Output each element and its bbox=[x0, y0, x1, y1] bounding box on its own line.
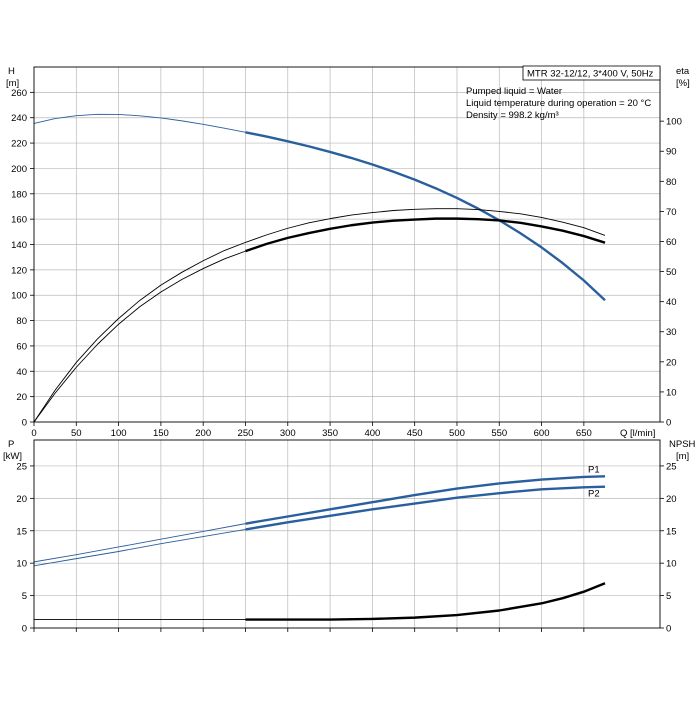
top-right-tick-label: 50 bbox=[666, 267, 677, 278]
x-tick-label: 500 bbox=[449, 428, 465, 439]
top-right-tick-label: 20 bbox=[666, 357, 677, 368]
top-right-tick-label: 40 bbox=[666, 297, 677, 308]
series-label-p2: P2 bbox=[588, 489, 600, 500]
x-tick-label: 150 bbox=[153, 428, 169, 439]
top-left-tick-label: 60 bbox=[16, 341, 27, 352]
bottom-panel-curves bbox=[33, 475, 606, 621]
top-left-axis-unit: [m] bbox=[6, 78, 19, 89]
series-top-1-thin-line bbox=[33, 250, 246, 423]
bottom-right-tick-label: 0 bbox=[666, 624, 671, 635]
title-box bbox=[522, 65, 661, 81]
bottom-panel-grid bbox=[34, 440, 660, 628]
top-left-tick-label: 120 bbox=[11, 265, 27, 276]
bottom-right-axis-unit: [m] bbox=[676, 451, 689, 462]
x-tick-label: 450 bbox=[407, 428, 423, 439]
annotation-density: Density = 998.2 kg/m³ bbox=[466, 110, 559, 121]
top-left-tick-label: 180 bbox=[11, 189, 27, 200]
bottom-panel-frame bbox=[33, 439, 661, 629]
bottom-right-tick-label: 25 bbox=[666, 461, 677, 472]
top-right-tick-label: 90 bbox=[666, 147, 677, 158]
bottom-right-tick-label: 5 bbox=[666, 591, 671, 602]
x-tick-label: 400 bbox=[364, 428, 380, 439]
top-left-tick-label: 80 bbox=[16, 316, 27, 327]
top-x-axis-label: Q [l/min] bbox=[620, 428, 655, 439]
top-left-tick-label: 40 bbox=[16, 367, 27, 378]
x-tick-label: 0 bbox=[31, 428, 36, 439]
bottom-left-axis-unit: [kW] bbox=[3, 451, 22, 462]
top-left-tick-label: 140 bbox=[11, 240, 27, 251]
top-left-tick-label: 100 bbox=[11, 291, 27, 302]
top-left-axis-label: H bbox=[8, 66, 15, 77]
bottom-right-tick-label: 15 bbox=[666, 526, 677, 537]
top-left-tick-label: 20 bbox=[16, 392, 27, 403]
top-left-tick-label: 240 bbox=[11, 113, 27, 124]
chart-title: MTR 32-12/12, 3*400 V, 50Hz bbox=[527, 69, 654, 80]
x-tick-label: 100 bbox=[111, 428, 127, 439]
top-panel-grid bbox=[34, 67, 660, 422]
top-right-tick-label: 70 bbox=[666, 207, 677, 218]
bottom-left-tick-label: 15 bbox=[16, 526, 27, 537]
series-label-p1: P1 bbox=[588, 464, 600, 475]
top-left-tick-label: 160 bbox=[11, 215, 27, 226]
top-right-axis-label: eta bbox=[676, 66, 690, 77]
x-tick-label: 350 bbox=[322, 428, 338, 439]
x-tick-label: 250 bbox=[238, 428, 254, 439]
top-right-tick-label: 60 bbox=[666, 237, 677, 248]
top-left-tick-label: 200 bbox=[11, 164, 27, 175]
top-panel-ticks: 0 50 100 150 200 250 300 350 400 450 500 550 600 6500… bbox=[11, 88, 682, 439]
x-tick-label: 300 bbox=[280, 428, 296, 439]
series-top-2-thin-line bbox=[33, 208, 606, 423]
series-bottom-0-thick-line bbox=[245, 475, 606, 525]
bottom-right-axis-label: NPSH bbox=[669, 439, 696, 450]
bottom-left-tick-label: 25 bbox=[16, 461, 27, 472]
top-left-tick-label: 220 bbox=[11, 139, 27, 150]
bottom-left-axis-label: P bbox=[8, 439, 14, 450]
series-bottom-1-thick-line bbox=[245, 485, 606, 531]
bottom-left-tick-label: 0 bbox=[22, 624, 27, 635]
top-right-tick-label: 30 bbox=[666, 327, 677, 338]
bottom-left-tick-label: 5 bbox=[22, 591, 27, 602]
series-bottom-0-thin-line bbox=[33, 523, 246, 563]
x-tick-label: 200 bbox=[195, 428, 211, 439]
x-tick-label: 650 bbox=[576, 428, 592, 439]
series-bottom-1-thin-line bbox=[33, 529, 246, 567]
x-tick-label: 50 bbox=[71, 428, 82, 439]
bottom-right-tick-label: 10 bbox=[666, 559, 677, 570]
top-left-tick-label: 260 bbox=[11, 88, 27, 99]
top-right-tick-label: 10 bbox=[666, 387, 677, 398]
top-panel-curves bbox=[33, 113, 606, 423]
bottom-left-tick-label: 20 bbox=[16, 494, 27, 505]
x-tick-label: 550 bbox=[491, 428, 507, 439]
top-right-tick-label: 80 bbox=[666, 177, 677, 188]
top-right-axis-unit: [%] bbox=[676, 78, 690, 89]
series-top-1-thick-line bbox=[245, 217, 606, 253]
bottom-panel-ticks: 0 5 10 15 20 25 0 5 10 15 20 25 bbox=[16, 461, 676, 634]
top-right-tick-label: 0 bbox=[666, 418, 671, 429]
series-top-0-thick-line bbox=[245, 131, 606, 302]
top-left-tick-label: 0 bbox=[22, 418, 27, 429]
bottom-left-tick-label: 10 bbox=[16, 559, 27, 570]
series-top-0-thin-line bbox=[33, 113, 246, 133]
x-tick-label: 600 bbox=[534, 428, 550, 439]
bottom-right-tick-label: 20 bbox=[666, 494, 677, 505]
series-bottom-2-thick-line bbox=[245, 582, 606, 621]
top-right-tick-label: 100 bbox=[666, 117, 682, 128]
annotation-temperature: Liquid temperature during operation = 20… bbox=[466, 98, 651, 109]
annotation-liquid: Pumped liquid = Water bbox=[466, 86, 562, 97]
top-panel-frame bbox=[33, 66, 661, 423]
